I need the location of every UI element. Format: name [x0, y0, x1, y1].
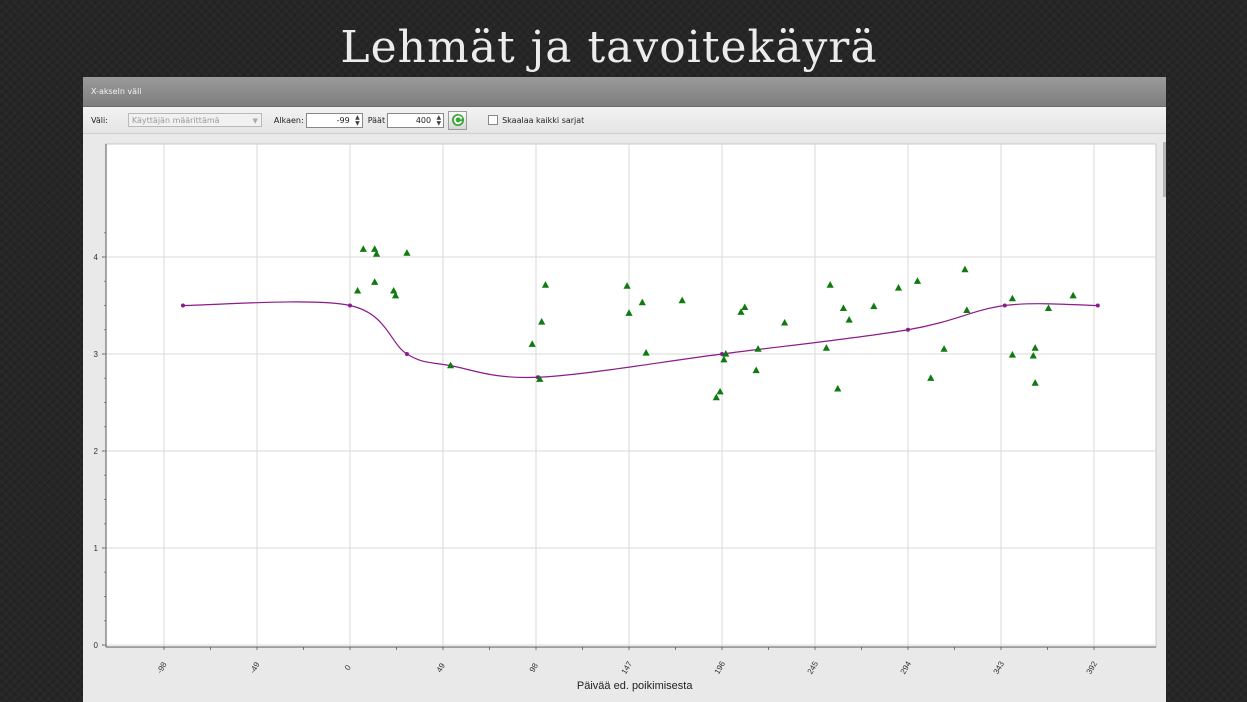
x-tick-label: 49 — [435, 661, 448, 674]
target-curve-point — [720, 352, 724, 356]
cow-data-point — [754, 345, 762, 352]
cow-data-point — [834, 384, 842, 392]
cow-data-point — [446, 361, 455, 369]
chevron-down-icon: ▼ — [252, 117, 258, 125]
x-tick-label: 196 — [713, 659, 728, 676]
cow-data-point — [822, 344, 830, 351]
target-curve-line — [182, 301, 1098, 379]
cow-data-point — [894, 284, 903, 291]
x-tick-label: 392 — [1085, 659, 1100, 676]
scale-all-series-label: Skaalaa kaikki sarjat — [502, 115, 585, 125]
y-tick-label: 4 — [94, 253, 99, 262]
target-curve-point — [348, 303, 352, 308]
cow-data-point — [353, 286, 362, 294]
x-axis-range-toolbar: Väli: Käyttäjän määrittämä ▼ Alkaen: -99… — [83, 107, 1166, 134]
x-tick-label: 245 — [806, 659, 821, 676]
cow-data-point — [716, 387, 724, 395]
graph-window: X-akseln väli Väli: Käyttäjän määrittämä… — [83, 77, 1166, 702]
cow-data-point — [845, 316, 853, 323]
cow-data-point — [781, 318, 789, 326]
slide-title: Lehmät ja tavoitekäyrä — [340, 22, 878, 73]
cow-data-point — [528, 340, 536, 347]
range-mode-value: Käyttäjän määrittämä — [131, 116, 220, 125]
plot-background — [105, 143, 1157, 648]
y-tick-label: 3 — [94, 350, 99, 359]
cow-data-point — [1029, 351, 1037, 359]
cow-data-point — [940, 345, 948, 352]
y-tick-label: 2 — [94, 447, 99, 456]
cow-data-point — [963, 306, 971, 313]
end-label: Päät — [367, 115, 386, 125]
cow-data-point — [752, 366, 760, 374]
spin-arrows-icon[interactable]: ▲ ▼ — [436, 113, 442, 127]
cow-data-point — [372, 250, 381, 257]
cow-data-point — [712, 393, 720, 401]
x-tick-label: 98 — [528, 661, 541, 674]
y-tick-label: 0 — [94, 641, 99, 650]
y-tick-label: 1 — [94, 544, 99, 553]
cow-data-point — [391, 291, 400, 299]
cow-data-point — [371, 278, 379, 285]
start-spinbox[interactable]: -99 ▲ ▼ — [305, 112, 363, 128]
cow-data-point — [538, 317, 546, 325]
cow-data-point — [371, 245, 379, 252]
vertical-scrollbar[interactable] — [1163, 142, 1166, 197]
cow-data-point — [961, 265, 969, 273]
refresh-icon — [451, 114, 464, 126]
chart-area: 0 1 2 3 4 -98 -49 0 49 98 147 196 245 294 343 392 Päivää… — [83, 134, 1166, 702]
cow-data-point — [536, 375, 544, 382]
target-curve-point — [180, 303, 185, 308]
end-value: 400 — [415, 115, 432, 125]
cow-data-point — [913, 277, 922, 284]
cow-data-point — [1031, 379, 1039, 386]
target-curve-point — [404, 352, 409, 356]
cow-data-point — [927, 374, 935, 381]
scatter-chart: 0 1 2 3 4 -98 -49 0 49 98 147 196 245 294 343 392 Päivää… — [94, 143, 1157, 692]
cow-data-point — [1044, 304, 1053, 312]
cow-data-point — [870, 302, 878, 310]
cow-data-point — [541, 281, 550, 288]
cow-data-point — [625, 309, 633, 316]
spin-arrows-icon[interactable]: ▲ ▼ — [355, 113, 360, 127]
refresh-button[interactable] — [448, 110, 468, 130]
cow-data-point — [623, 282, 631, 289]
end-spinbox[interactable]: 400 ▲ ▼ — [387, 112, 445, 128]
cow-data-point — [678, 296, 686, 304]
target-curve-point — [906, 327, 910, 332]
x-tick-label: 147 — [620, 659, 635, 676]
cow-data-point — [638, 298, 646, 306]
cow-data-point — [741, 303, 749, 311]
target-curve-point — [1002, 303, 1007, 308]
range-mode-select[interactable]: Käyttäjän määrittämä ▼ — [127, 113, 262, 127]
x-tick-label: 343 — [992, 659, 1007, 676]
x-tick-label: 294 — [899, 659, 914, 676]
x-tick-label: -98 — [155, 660, 169, 675]
start-label: Alkaen: — [273, 115, 304, 125]
cow-data-point — [1031, 344, 1039, 351]
cow-data-point — [642, 349, 650, 356]
start-value: -99 — [336, 115, 350, 125]
cow-data-point — [826, 281, 834, 288]
cow-data-point — [839, 304, 848, 312]
cow-data-point — [1069, 291, 1077, 299]
x-tick-label: 0 — [343, 663, 353, 672]
cow-data-point — [359, 245, 367, 252]
x-axis-label: Päivää ed. poikimisesta — [577, 680, 693, 692]
window-title: X-akseln väli — [83, 77, 1166, 107]
scale-all-series-checkbox[interactable] — [488, 115, 499, 125]
range-label: Väli: — [91, 115, 108, 125]
cow-data-point — [737, 308, 745, 315]
target-curve-point — [1095, 303, 1100, 308]
cow-data-point — [1008, 350, 1016, 358]
cow-data-point — [390, 286, 398, 294]
cow-data-point — [403, 249, 411, 256]
cow-data-point — [1008, 294, 1016, 302]
cow-data-point — [722, 350, 730, 357]
x-tick-label: -49 — [248, 660, 262, 675]
cow-data-point — [720, 355, 728, 363]
